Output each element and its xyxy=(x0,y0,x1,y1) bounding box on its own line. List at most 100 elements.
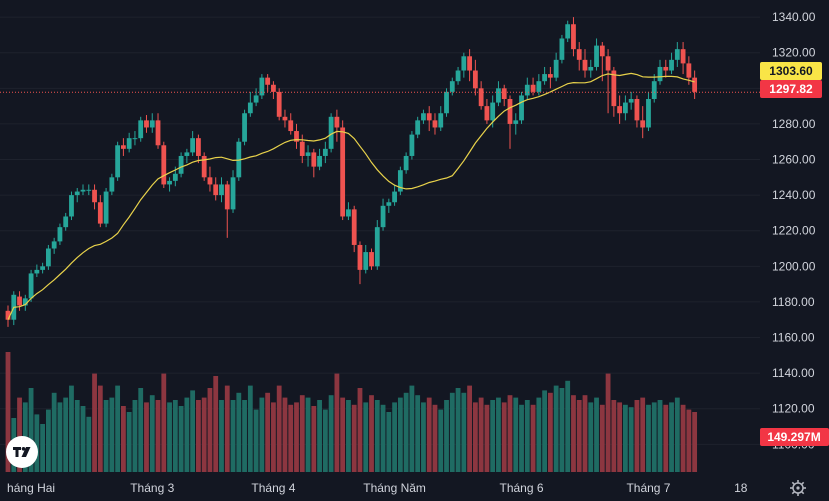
volume-bar xyxy=(317,400,322,472)
last-price-badge xyxy=(760,80,822,98)
tradingview-logo[interactable] xyxy=(6,436,38,468)
gear-icon[interactable] xyxy=(790,480,806,496)
volume-bar xyxy=(207,388,213,472)
candle-body xyxy=(467,56,472,71)
volume-bar xyxy=(219,400,224,472)
candle-body xyxy=(97,202,103,224)
volume-bar xyxy=(421,402,426,472)
candle-body xyxy=(536,81,542,92)
volume-bar xyxy=(184,397,190,472)
volume-bar xyxy=(271,402,276,472)
volume-bar xyxy=(415,395,421,472)
price-tick-label: 1160.00 xyxy=(772,331,815,345)
candle-body xyxy=(692,77,698,92)
candle-body xyxy=(409,134,415,156)
candle-body xyxy=(294,131,299,142)
candle-body xyxy=(634,99,640,121)
volume-bar xyxy=(628,407,634,472)
candle-body xyxy=(5,310,11,320)
candle-body xyxy=(496,88,501,103)
candle-body xyxy=(617,106,623,114)
candle-body xyxy=(115,145,121,178)
candle-body xyxy=(265,77,271,85)
candle-body xyxy=(207,177,213,185)
volume-bar xyxy=(5,352,11,472)
volume-bar xyxy=(132,400,138,472)
volume-bar xyxy=(640,397,646,472)
candle-body xyxy=(582,59,588,71)
candle-body xyxy=(599,45,605,57)
volume-bar xyxy=(478,397,484,472)
volume-bar xyxy=(311,406,317,472)
time-tick-label: Tháng 4 xyxy=(251,481,295,495)
candle-body xyxy=(247,102,253,114)
volume-bar xyxy=(553,385,559,472)
volume-bar xyxy=(669,402,674,472)
volume-bar xyxy=(265,392,271,472)
price-tick-label: 1260.00 xyxy=(772,153,816,167)
candle-body xyxy=(674,49,680,60)
candle-body xyxy=(167,180,172,185)
candle-body xyxy=(380,205,386,228)
volume-bar xyxy=(97,385,103,472)
volume-bar xyxy=(622,404,628,472)
grid xyxy=(0,16,760,445)
candle-body xyxy=(34,269,40,274)
volume-bar xyxy=(34,414,40,472)
candle-body xyxy=(415,120,421,135)
candle-body xyxy=(438,113,444,128)
candle-body xyxy=(276,91,282,117)
volume-bar xyxy=(155,400,161,472)
candle-body xyxy=(576,49,582,60)
volume-bar xyxy=(680,404,686,472)
candle-body xyxy=(103,191,109,224)
candle-body xyxy=(28,273,34,299)
volume-bar xyxy=(547,392,553,472)
volume-bar xyxy=(288,404,294,472)
candle-body xyxy=(357,244,363,270)
candle-body xyxy=(311,152,317,167)
candle-body xyxy=(69,195,74,217)
volume-bar xyxy=(409,385,415,472)
volume-bar xyxy=(651,402,657,472)
volume-bar xyxy=(444,400,449,472)
candle-body xyxy=(242,113,247,142)
volume-bar xyxy=(45,409,51,472)
candle-body xyxy=(138,120,144,139)
candle-body xyxy=(547,74,553,78)
candle-body xyxy=(680,49,686,64)
volume-bar xyxy=(190,390,196,472)
volume-bar xyxy=(305,397,311,472)
candle-body xyxy=(472,70,478,89)
last-price-text: 1297.82 xyxy=(769,82,813,96)
candle-body xyxy=(132,138,138,140)
volume-bar xyxy=(178,406,184,472)
price-tick-label: 1120.00 xyxy=(772,402,815,416)
candle-body xyxy=(663,66,669,71)
volume-bar xyxy=(386,412,392,472)
volume-bar xyxy=(201,397,207,472)
candle-body xyxy=(513,120,519,124)
candle-body xyxy=(271,84,276,92)
volume-bar xyxy=(351,404,357,472)
candle-body xyxy=(322,148,328,156)
volume-bar xyxy=(57,402,63,472)
volume-bar xyxy=(657,400,663,472)
price-tick-label: 1240.00 xyxy=(772,188,816,202)
candle-body xyxy=(686,63,692,78)
candle-body xyxy=(22,298,28,306)
volume-bar xyxy=(455,388,461,472)
candle-body xyxy=(328,116,334,149)
volume-bar xyxy=(380,404,386,472)
candle-body xyxy=(149,120,155,128)
candle-body xyxy=(126,138,132,149)
candle-body xyxy=(669,59,674,71)
candles xyxy=(5,17,698,327)
volume-bar xyxy=(86,416,92,472)
candle-body xyxy=(144,120,149,128)
volume-bar xyxy=(282,397,288,472)
candle-body xyxy=(519,95,524,121)
candle-body xyxy=(172,173,178,181)
volume-value-text: 149.297M xyxy=(767,430,820,444)
